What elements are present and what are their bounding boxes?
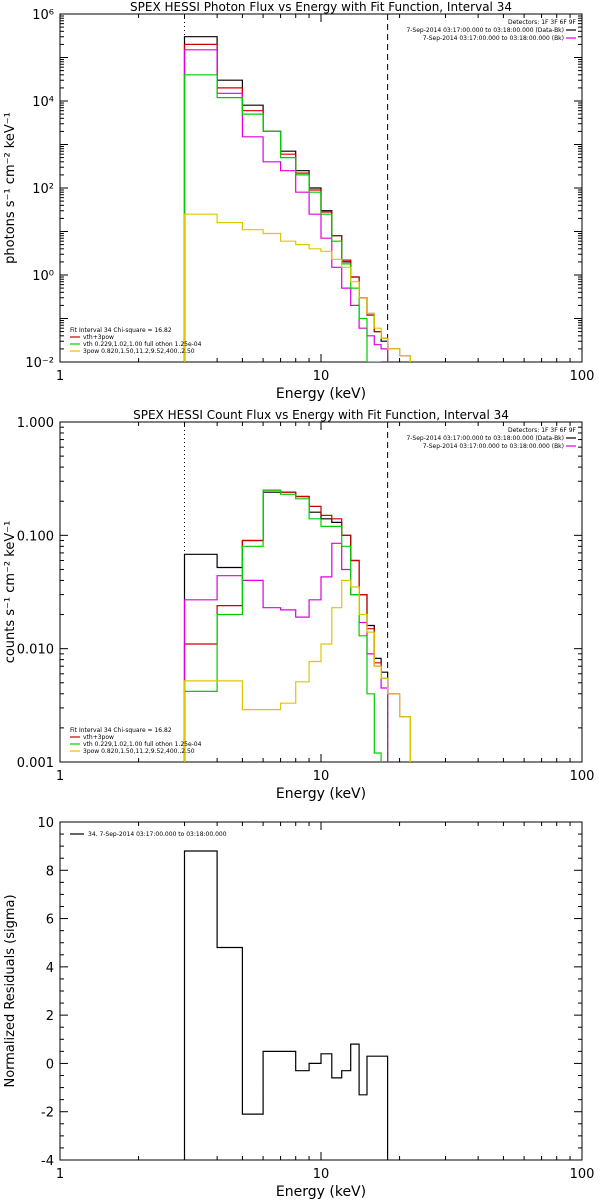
chart-panel-2: 1 10 100 0.001 0.010 0.100 1.000 SPEX HESSI Cou… [3, 408, 594, 802]
x-tick-label: 1 [56, 1167, 64, 1182]
y-tick-label: 10 [37, 816, 54, 831]
y-tick-label: 10⁻² [25, 356, 54, 371]
y-tick-label: 0 [46, 1057, 54, 1072]
series-green-line [183, 74, 382, 362]
series-black-line [183, 850, 389, 1160]
legend-entry-text: vth+3pow [83, 734, 114, 741]
y-tick-label: 10⁴ [32, 95, 54, 110]
x-axis-label: Energy (keV) [276, 1184, 366, 1200]
y-tick-label: 8 [46, 864, 54, 879]
x-axis-label: Energy (keV) [276, 786, 366, 802]
legend-entry-text: 7-Sep-2014 03:17:00.000 to 03:18:00.000 … [406, 435, 564, 442]
y-tick-label: 4 [46, 961, 54, 976]
x-tick-label: 10 [313, 1167, 330, 1182]
x-tick-label: 100 [570, 1167, 595, 1182]
x-tick-label: 100 [570, 369, 595, 384]
legend-entry-text: 7-Sep-2014 03:17:00.000 to 03:18:00.000 … [423, 35, 564, 42]
y-axis-label: Normalized Residuals (sigma) [3, 894, 18, 1087]
y-tick-label: 0.010 [17, 643, 54, 658]
legend-entry-text: vth 0.229,1.02,1.00 full othon 1.25e-04 [83, 341, 202, 348]
y-tick-label: 6 [46, 913, 54, 928]
y-tick-label: 0.001 [17, 756, 54, 771]
y-tick-label: 10² [32, 182, 54, 197]
chart-panel-3: 1 10 100 -4 -2 0 2 4 6 8 10 Energy (keV) Normalized … [3, 816, 594, 1200]
series-black-line [183, 36, 389, 362]
legend-entry-text: 7-Sep-2014 03:17:00.000 to 03:18:00.000 … [406, 27, 564, 34]
series-red-line [183, 489, 411, 762]
y-axis-label: counts s⁻¹ cm⁻² keV⁻¹ [3, 521, 18, 664]
y-tick-label: 2 [46, 1009, 54, 1024]
chart-title: SPEX HESSI Count Flux vs Energy with Fit… [133, 408, 509, 422]
legend-entry-text: 34. 7-Sep-2014 03:17:00.000 to 03:18:00.… [88, 831, 227, 838]
legend-entry-text: 3pow 0.820,1.50,11.2,9.52,400.,2.50 [83, 748, 195, 755]
legend-entry-text: vth 0.229,1.02,1.00 full othon 1.25e-04 [83, 741, 202, 748]
legend-entry-text: vth+3pow [83, 334, 114, 341]
x-tick-label: 1 [56, 769, 64, 784]
series-magenta-line [183, 542, 389, 762]
legend-entry-text: 3pow 0.820,1.50,11.2,9.52,400.,2.50 [83, 348, 195, 355]
legend-detectors: Detectors: 1F 3F 6F 9F [508, 19, 577, 26]
x-tick-label: 1 [56, 369, 64, 384]
y-tick-label: 0.100 [17, 529, 54, 544]
x-tick-label: 100 [570, 769, 595, 784]
series-magenta-line [183, 49, 389, 362]
series-green-line [183, 489, 382, 762]
y-tick-label: 10⁰ [32, 269, 54, 284]
chart-panel-1: 1 10 100 10⁻² 10⁰ 10² 10⁴ 10⁶ SPEX HESSI Photon … [3, 0, 594, 402]
series-red-line [183, 43, 411, 362]
series-yellow-line [183, 213, 411, 362]
fit-legend-header: Fit Interval 34 Chi-square = 16.82 [70, 727, 172, 734]
x-axis-label: Energy (keV) [276, 386, 366, 402]
fit-legend-header: Fit Interval 34 Chi-square = 16.82 [70, 327, 172, 334]
y-tick-label: -4 [41, 1154, 54, 1169]
x-tick-label: 10 [313, 369, 330, 384]
chart-title: SPEX HESSI Photon Flux vs Energy with Fi… [130, 0, 512, 14]
legend-detectors: Detectors: 1F 3F 6F 9F [508, 427, 577, 434]
plot-frame [59, 821, 583, 1161]
y-axis-label: photons s⁻¹ cm⁻² keV⁻¹ [3, 112, 18, 264]
y-tick-label: 1.000 [17, 416, 54, 431]
y-tick-label: 10⁶ [32, 8, 54, 23]
y-tick-label: -2 [41, 1106, 54, 1121]
series-yellow-line [183, 579, 411, 762]
x-tick-label: 10 [313, 769, 330, 784]
series-black-line [183, 491, 389, 762]
legend-entry-text: 7-Sep-2014 03:17:00.000 to 03:18:00.000 … [423, 443, 564, 450]
